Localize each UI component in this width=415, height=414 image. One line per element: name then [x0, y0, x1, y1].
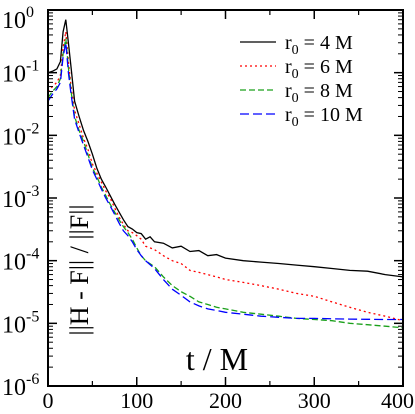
x-tick-label: 300 [298, 388, 331, 413]
legend-label-1: r0 = 4 M [285, 32, 353, 58]
y-tick-label: 10-2 [2, 120, 39, 150]
legend-label-3: r0 = 8 M [285, 80, 353, 106]
y-axis-label: ||H - F|| / ||F|| [65, 204, 94, 335]
x-tick-label: 100 [120, 388, 153, 413]
x-tick-label: 0 [43, 388, 54, 413]
ticks-layer: 0 100 200 300 400 10-6 10-5 10-4 10-3 10-2 10-1 100 [2, 4, 414, 413]
x-tick-label: 200 [209, 388, 242, 413]
series-layer [47, 19, 404, 329]
y-tick-label: 10-6 [2, 371, 39, 401]
x-tick-label: 400 [381, 388, 414, 413]
legend: r0 = 4 Mr0 = 6 Mr0 = 8 Mr0 = 10 M [240, 32, 363, 130]
series-line-3 [47, 38, 404, 329]
series-line-4 [47, 42, 403, 321]
legend-label-4: r0 = 10 M [285, 104, 363, 130]
y-tick-label: 10-1 [2, 58, 39, 88]
y-tick-label: 10-3 [2, 183, 39, 213]
legend-label-2: r0 = 6 M [285, 56, 353, 82]
y-tick-label: 10-5 [2, 308, 39, 338]
series-line-1 [47, 19, 404, 278]
y-tick-label: 100 [2, 4, 34, 34]
x-axis-label: t / M [186, 341, 248, 377]
y-tick-label: 10-4 [2, 246, 39, 276]
